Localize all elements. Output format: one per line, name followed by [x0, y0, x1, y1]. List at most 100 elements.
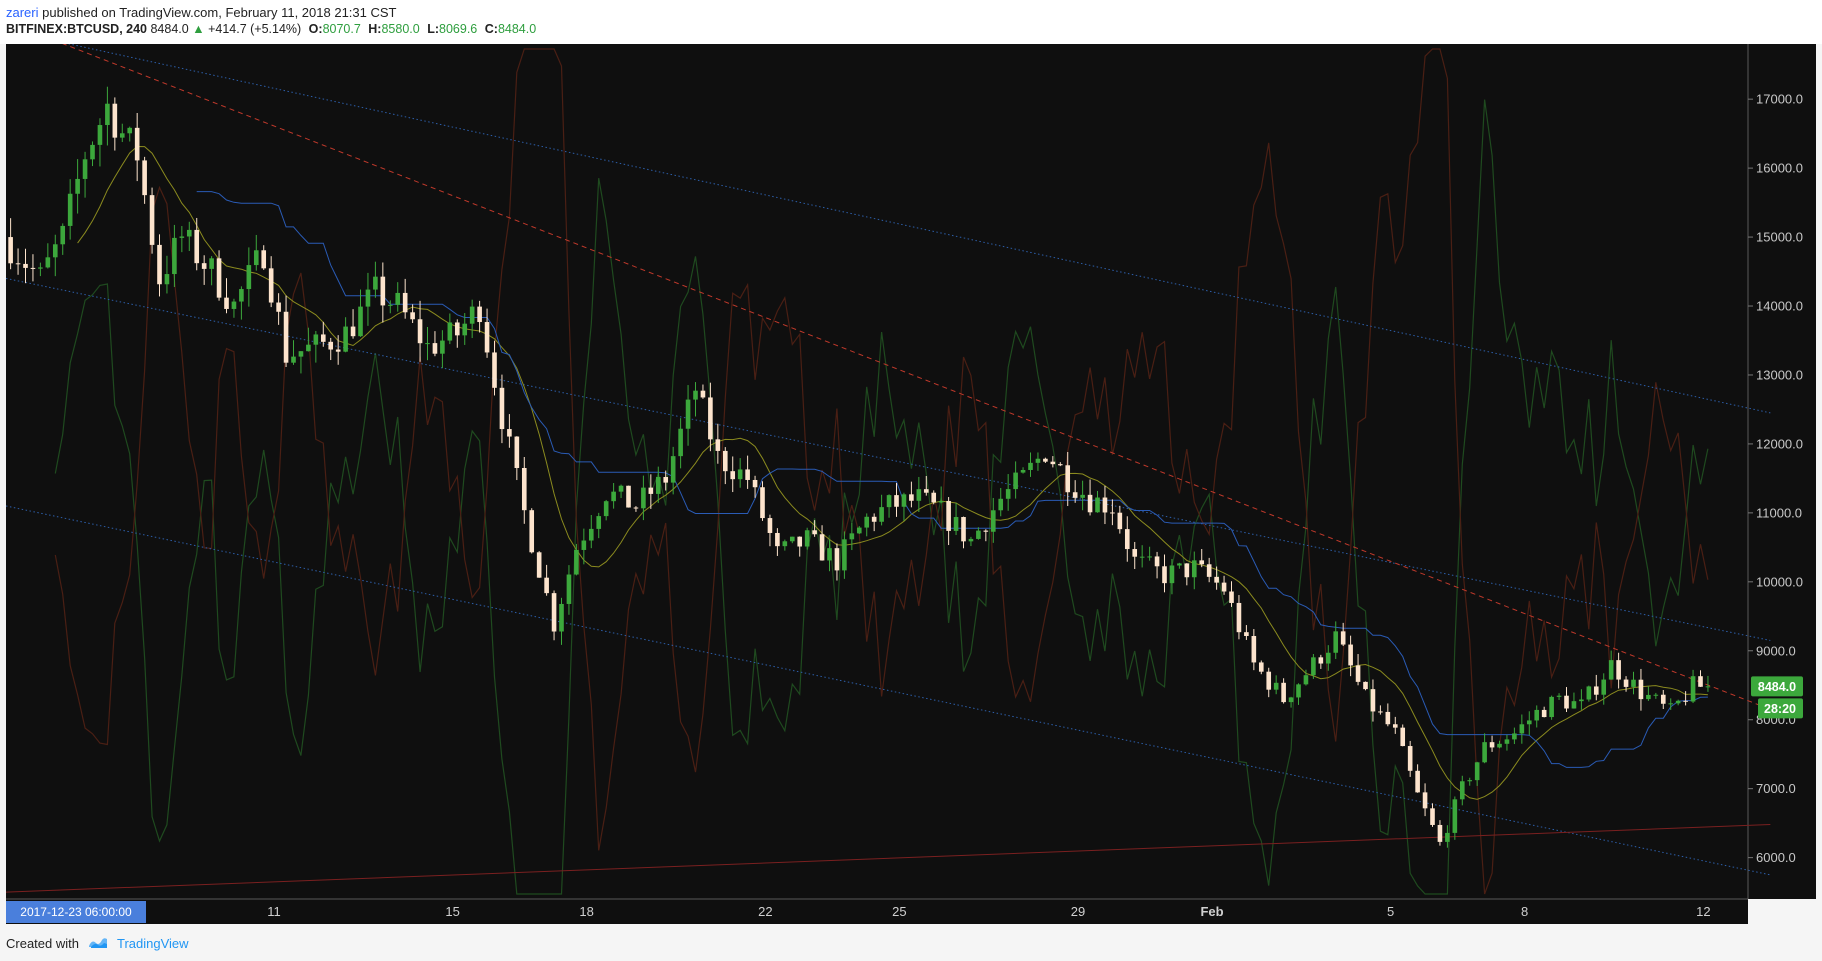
candle-body: [1660, 694, 1666, 704]
published-text: published on TradingView.com, February 1…: [42, 5, 397, 20]
candle-body: [1631, 679, 1636, 687]
candle-body: [1057, 464, 1063, 466]
candle-body: [492, 352, 497, 388]
candle-body: [142, 160, 147, 196]
candle-body: [946, 500, 951, 531]
high-value: 8580.0: [381, 22, 420, 36]
candle-body: [1705, 686, 1711, 688]
candle-body: [1608, 660, 1614, 680]
candle-body: [1214, 576, 1219, 583]
candle-body: [328, 341, 334, 350]
candle-body: [1549, 696, 1554, 718]
candle-body: [544, 577, 549, 594]
candle-body: [1445, 832, 1450, 842]
candle-body: [1266, 671, 1272, 690]
low-value: 8069.6: [439, 22, 478, 36]
candle-body: [559, 603, 564, 632]
candle-body: [1474, 762, 1480, 781]
candle-body: [1430, 808, 1435, 825]
candle-body: [1556, 695, 1562, 697]
symbol-label: BITFINEX:BTCUSD, 240: [6, 22, 147, 36]
candle-body: [1378, 711, 1383, 713]
candle-body: [1005, 489, 1011, 499]
x-tick-label: 15: [445, 904, 459, 919]
candle-body: [648, 487, 654, 494]
candle-body: [283, 311, 289, 363]
candle-body: [1236, 602, 1242, 633]
trendline-resistance: [28, 29, 1771, 710]
candle-body: [1690, 676, 1696, 702]
candle-body: [343, 326, 348, 352]
candle-body: [730, 471, 736, 480]
candle-body: [1340, 631, 1346, 645]
candle-body: [1392, 724, 1398, 728]
candle-body: [789, 536, 795, 542]
candle-body: [849, 533, 855, 540]
x-tick-label: 22: [758, 904, 772, 919]
candle-body: [566, 574, 572, 604]
candle-body: [581, 540, 587, 550]
x-tick-label: Feb: [1200, 904, 1223, 919]
candle-body: [1177, 563, 1182, 566]
candle-body: [186, 229, 192, 237]
candle-body: [1623, 679, 1629, 687]
candle-body: [298, 351, 304, 357]
candle-body: [1229, 591, 1234, 603]
y-tick-label: 11000.0: [1756, 505, 1802, 520]
candle-body: [812, 530, 817, 535]
header: zareri published on TradingView.com, Feb…: [0, 0, 1822, 44]
last-price-tag-bg: [1751, 676, 1803, 697]
candle-body: [834, 548, 840, 571]
candle-body: [432, 343, 438, 354]
candle-body: [827, 548, 832, 561]
candle-body: [1318, 657, 1324, 664]
candle-body: [1459, 781, 1465, 800]
oscillator-line-green: [54, 99, 1709, 895]
candle-body: [119, 133, 125, 138]
candle-body: [179, 236, 185, 238]
candle-body: [246, 265, 252, 290]
last-price-tag-label: 8484.0: [1758, 680, 1796, 694]
candle-body: [268, 268, 274, 303]
candle-body: [737, 469, 743, 480]
candle-body: [1400, 727, 1406, 747]
up-arrow-icon: ▲: [192, 22, 205, 36]
footer: Created with TradingView: [0, 924, 1822, 961]
candle-body: [358, 306, 363, 337]
candle-body: [30, 267, 36, 269]
candle-body: [395, 292, 401, 305]
oscillator-layer: [54, 48, 1709, 895]
candle-body: [983, 530, 989, 532]
tradingview-logo-icon[interactable]: [88, 934, 108, 950]
candle-body: [60, 225, 66, 245]
candle-body: [67, 193, 73, 226]
candle-body: [521, 467, 527, 511]
price-axis[interactable]: [1748, 44, 1816, 899]
close-value: 8484.0: [497, 22, 537, 36]
candle-body: [38, 267, 43, 269]
candle-body: [380, 276, 386, 306]
candle-body: [782, 541, 788, 547]
candle-body: [52, 244, 58, 258]
candle-body: [1415, 770, 1420, 793]
candle-body: [425, 343, 430, 345]
candle-body: [1638, 679, 1644, 700]
candle-body: [112, 103, 118, 138]
chart-area[interactable]: 6000.0 7000.0 8000.0 9000.0 10000.0 11000.0 12…: [5, 29, 1816, 924]
time-axis[interactable]: [6, 899, 1748, 924]
candle-body: [447, 322, 453, 341]
candle-body: [633, 507, 639, 509]
candle-body: [514, 436, 520, 468]
tradingview-link[interactable]: TradingView: [117, 936, 189, 951]
candle-body: [440, 340, 445, 354]
price-chart[interactable]: 6000.07000.08000.09000.010000.011000.012…: [5, 29, 1816, 924]
candle-body: [194, 229, 200, 264]
cursor-time-tag: 2017-12-23 06:00:00: [6, 901, 146, 923]
candle-body: [387, 304, 393, 306]
chart-pane[interactable]: [6, 44, 1748, 899]
candle-body: [239, 289, 244, 302]
author-link[interactable]: zareri: [6, 5, 39, 20]
y-tick-label: 7000.0: [1756, 781, 1796, 796]
candle-body: [1296, 684, 1301, 698]
candle-body: [998, 498, 1004, 511]
